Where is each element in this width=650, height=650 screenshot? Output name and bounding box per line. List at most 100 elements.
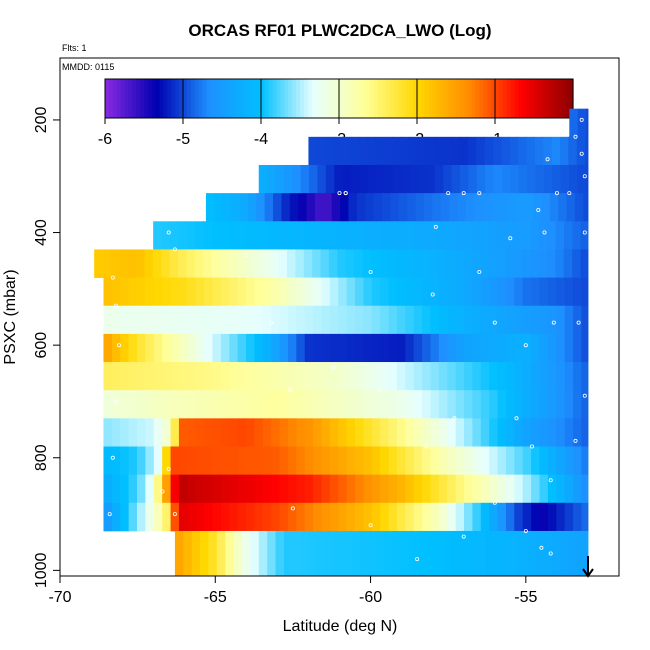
heatmap-cell: [194, 249, 204, 278]
heatmap-cell: [279, 277, 289, 307]
heatmap-cell: [111, 277, 121, 307]
x-axis: -70 -65 -60 -55: [48, 576, 537, 606]
heatmap-cell: [212, 390, 222, 419]
heatmap-cell: [153, 446, 163, 476]
heatmap-cell: [442, 136, 452, 166]
chart-title: ORCAS RF01 PLWC2DCA_LWO (Log): [188, 21, 491, 40]
heatmap-cell: [489, 390, 499, 419]
heatmap-cell: [346, 474, 356, 504]
heatmap-cell: [464, 502, 473, 532]
heatmap-cell: [539, 446, 549, 476]
heatmap-cell: [534, 136, 544, 166]
heatmap-cell: [380, 333, 390, 363]
track-marker: [368, 269, 373, 274]
heatmap-cell: [396, 418, 406, 447]
heatmap-cell: [128, 277, 138, 307]
heatmap-cell: [229, 446, 239, 476]
heatmap-cell: [137, 362, 146, 391]
heatmap-cell: [338, 277, 348, 307]
heatmap-cell: [273, 193, 282, 222]
heatmap-cell: [472, 390, 482, 419]
heatmap-cell: [577, 108, 587, 138]
heatmap-cell: [464, 474, 473, 504]
heatmap-cell: [438, 446, 448, 476]
heatmap-cell: [457, 193, 467, 222]
plot-frame: [59, 57, 620, 577]
heatmap-cell: [329, 502, 339, 532]
colorbar-swatch: [335, 79, 340, 118]
heatmap-cell: [346, 502, 356, 532]
heatmap-cell: [212, 305, 222, 335]
heatmap-cell: [137, 502, 146, 532]
heatmap-cell: [204, 333, 213, 363]
heatmap-cell: [355, 277, 364, 307]
heatmap-cell: [479, 249, 489, 278]
heatmap-cell: [505, 277, 515, 307]
heatmap-cell: [187, 446, 197, 476]
heatmap-cell: [212, 418, 222, 447]
heatmap-cell: [522, 474, 532, 504]
heatmap-cell: [174, 530, 184, 577]
heatmap-cell: [388, 333, 398, 363]
heatmap-cell: [392, 136, 402, 166]
heatmap-cell: [405, 446, 415, 476]
heatmap-cell: [522, 502, 532, 532]
heatmap-cell: [195, 333, 205, 363]
heatmap-cell: [505, 362, 515, 391]
track-marker: [548, 478, 553, 483]
heatmap-cell: [308, 136, 318, 166]
heatmap-cell: [178, 249, 187, 278]
heatmap-cell: [518, 530, 528, 577]
heatmap-cell: [283, 164, 293, 194]
heatmap-cell: [480, 502, 490, 532]
heatmap-cell: [547, 221, 557, 250]
heatmap-cell: [365, 193, 375, 222]
colorbar-swatch: [179, 79, 184, 118]
heatmap-cell: [228, 249, 238, 278]
heatmap-cell: [497, 277, 507, 307]
colorbar-swatch: [186, 79, 192, 118]
colorbar-swatch: [354, 79, 360, 118]
heatmap-cell: [543, 530, 553, 577]
heatmap-cell: [371, 446, 381, 476]
heatmap-cell: [363, 305, 373, 335]
heatmap-cell: [367, 136, 377, 166]
heatmap-cell: [430, 362, 440, 391]
colorbar-swatch: [105, 79, 110, 118]
heatmap-cell: [278, 249, 288, 278]
colorbar-swatch: [541, 79, 547, 118]
heatmap-cell: [514, 305, 524, 335]
heatmap-cell: [531, 333, 540, 363]
heatmap-cell: [430, 446, 440, 476]
track-marker: [244, 253, 249, 258]
heatmap-cell: [497, 446, 507, 476]
track-marker: [551, 320, 556, 325]
colorbar-swatch: [272, 79, 278, 118]
heatmap-cell: [505, 305, 515, 335]
heatmap-cell: [220, 390, 230, 419]
track-marker: [573, 438, 578, 443]
heatmap-cell: [258, 530, 268, 577]
heatmap-cell: [535, 530, 545, 577]
colorbar-swatch: [218, 79, 223, 118]
heatmap-cell: [111, 362, 121, 391]
heatmap-cell: [421, 221, 431, 250]
colorbar-swatch: [514, 79, 519, 118]
colorbar-swatch: [522, 79, 527, 118]
heatmap-cell: [329, 446, 339, 476]
track-marker: [117, 343, 122, 348]
heatmap-cell: [443, 530, 453, 577]
heatmap-cell: [338, 333, 348, 363]
heatmap-cell: [170, 474, 180, 504]
heatmap-cell: [472, 474, 482, 504]
heatmap-cell: [356, 193, 366, 222]
colorbar-swatch: [498, 79, 504, 118]
heatmap-cell: [380, 446, 390, 476]
track-marker: [477, 269, 482, 274]
heatmap-cell: [474, 193, 484, 222]
heatmap-cell: [262, 474, 272, 504]
heatmap-cell: [581, 277, 589, 307]
heatmap-cell: [271, 474, 281, 504]
heatmap-cell: [170, 418, 180, 447]
colorbar-swatch: [561, 79, 566, 118]
